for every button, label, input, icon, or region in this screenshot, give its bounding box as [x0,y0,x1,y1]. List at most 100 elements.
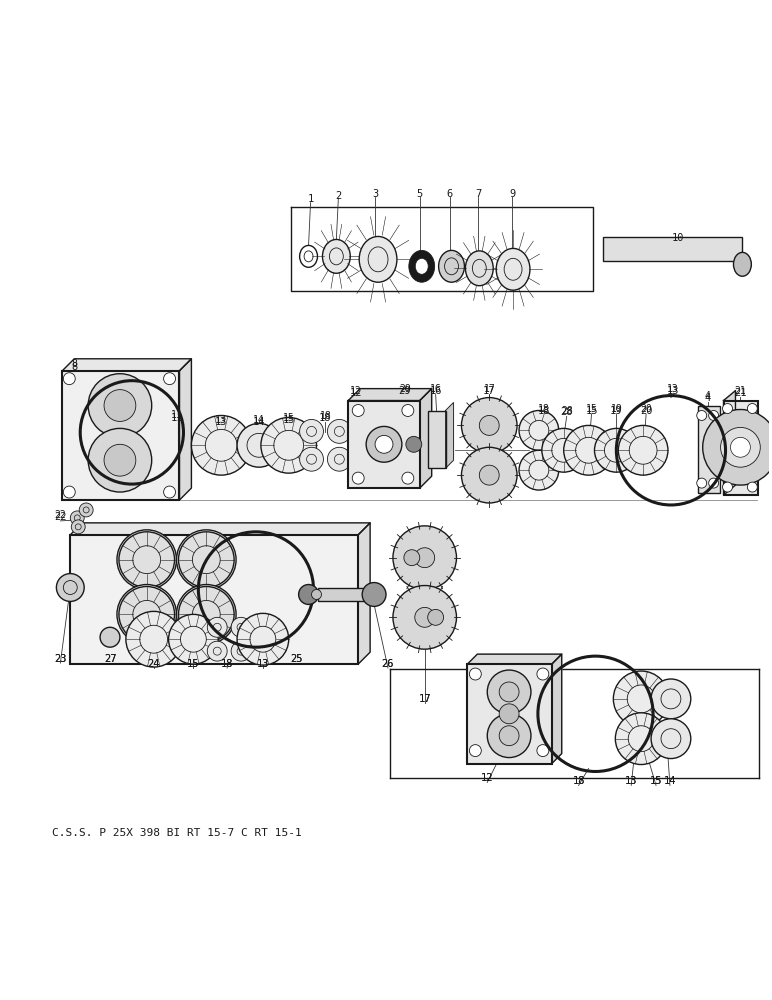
Text: 7: 7 [476,189,482,199]
Text: 20: 20 [640,406,652,416]
Text: 18: 18 [572,776,585,786]
Circle shape [519,450,559,490]
Circle shape [542,428,585,472]
Circle shape [366,426,402,462]
Ellipse shape [733,252,751,276]
Text: 26: 26 [381,659,394,669]
Circle shape [406,436,422,452]
Text: 12: 12 [350,388,363,398]
Text: 19: 19 [610,406,622,416]
Circle shape [564,425,613,475]
Circle shape [63,486,75,498]
Text: 6: 6 [446,189,452,199]
Circle shape [723,482,733,492]
Text: 12: 12 [481,773,493,783]
Ellipse shape [466,251,493,286]
Text: 29: 29 [399,384,411,394]
Circle shape [747,482,757,492]
Circle shape [352,472,364,484]
Text: 25: 25 [290,654,303,664]
Circle shape [469,745,481,757]
Circle shape [191,599,222,629]
Circle shape [393,586,456,649]
Circle shape [104,390,136,421]
Text: 27: 27 [103,654,117,664]
Circle shape [415,548,435,568]
Ellipse shape [359,236,397,282]
Circle shape [327,447,351,471]
Circle shape [723,404,733,413]
Text: 18: 18 [538,404,550,414]
Text: 15: 15 [187,659,200,669]
Circle shape [117,530,177,589]
Bar [604,237,743,261]
Text: 14: 14 [253,415,265,425]
Circle shape [177,585,236,644]
Text: 13: 13 [256,659,269,669]
Text: 26: 26 [381,659,394,669]
Circle shape [615,713,667,765]
Circle shape [519,410,559,450]
Circle shape [487,670,531,714]
Text: 15: 15 [187,659,200,669]
Circle shape [402,472,414,484]
Circle shape [697,410,706,420]
Ellipse shape [323,239,350,273]
Text: 13: 13 [256,659,269,669]
Circle shape [63,373,75,385]
Circle shape [132,599,161,629]
Text: 18: 18 [320,411,331,421]
Circle shape [299,585,319,604]
Circle shape [499,704,519,724]
Circle shape [462,398,517,453]
Text: 12: 12 [481,773,493,783]
Text: 28: 28 [560,406,573,416]
Circle shape [178,587,234,642]
Circle shape [613,671,669,727]
Text: 13: 13 [625,776,638,786]
Circle shape [720,427,760,467]
Circle shape [231,641,251,661]
Text: 27: 27 [103,654,117,664]
Circle shape [88,374,152,437]
Ellipse shape [438,250,465,282]
Circle shape [697,478,706,488]
Text: 8: 8 [71,362,77,372]
Circle shape [164,373,175,385]
Text: 17: 17 [418,694,431,704]
Circle shape [327,419,351,443]
Circle shape [594,428,638,472]
Circle shape [117,585,177,644]
Circle shape [300,419,323,443]
Polygon shape [420,389,432,488]
Circle shape [231,617,251,637]
Circle shape [375,435,393,453]
Circle shape [393,526,456,590]
Text: 15: 15 [283,413,295,423]
Polygon shape [552,654,562,764]
Circle shape [479,465,499,485]
Ellipse shape [409,250,435,282]
Circle shape [168,614,218,664]
Circle shape [415,607,435,627]
Text: 1: 1 [307,194,313,204]
Circle shape [126,611,181,667]
Circle shape [537,668,549,680]
Text: 21: 21 [734,388,747,398]
Circle shape [487,714,531,758]
Circle shape [56,574,84,601]
Text: 16: 16 [429,386,442,396]
Text: 15: 15 [585,406,598,416]
Circle shape [651,719,691,759]
Text: 17: 17 [483,386,496,396]
Circle shape [178,532,234,588]
Polygon shape [348,389,432,401]
Polygon shape [358,523,370,664]
Text: 24: 24 [147,659,160,669]
Text: 8: 8 [71,359,77,369]
Circle shape [499,726,519,746]
Text: 15: 15 [283,415,295,425]
Text: 22: 22 [54,512,66,522]
Text: 18: 18 [221,659,233,669]
Text: 23: 23 [54,654,66,664]
